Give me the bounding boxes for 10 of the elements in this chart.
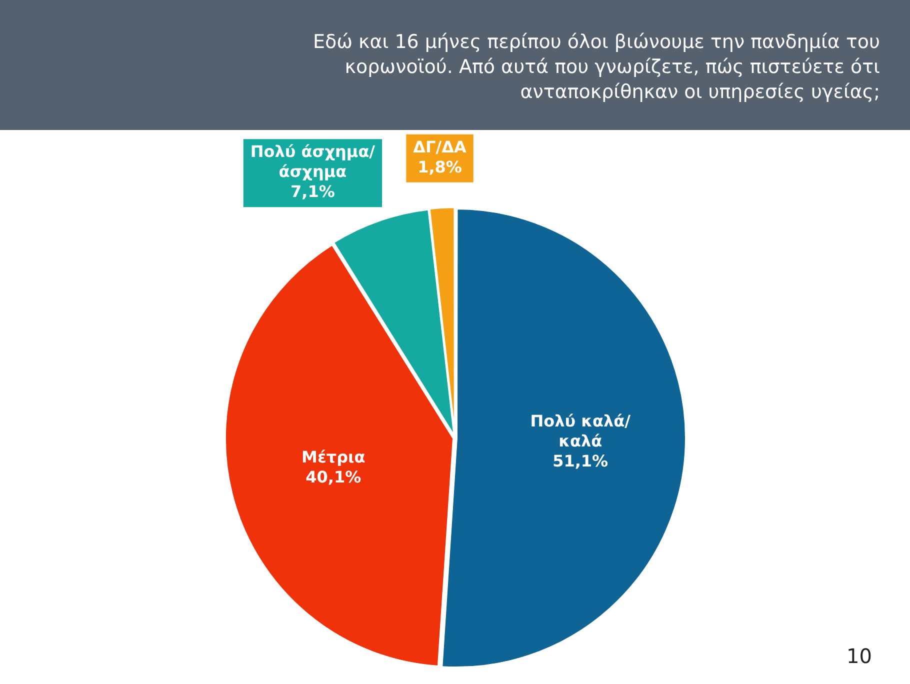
data-label: 40,1%: [306, 468, 362, 487]
slice-label: Πολύ άσχημα/άσχημα: [250, 142, 376, 182]
data-label: 7,1%: [290, 182, 335, 202]
slice-label: Πολύ καλά/καλά: [530, 411, 631, 450]
text: 10: [846, 644, 872, 668]
data-label: 1,8%: [418, 158, 462, 177]
slice-label: Μέτρια: [302, 448, 366, 467]
data-label: 51,1%: [552, 451, 608, 470]
chart-title: Εδώ και 16 μήνες περίπου όλοι βιώνουμε την πανδημία του κορωνοϊού. Από αυτά που γνωρίζετε, πώς πιστεύετε ότι ανταποκρίθηκαν οι υπηρεσίες υγείας;: [312, 30, 880, 105]
slice-label: ΔΓ/ΔΑ: [413, 138, 467, 157]
